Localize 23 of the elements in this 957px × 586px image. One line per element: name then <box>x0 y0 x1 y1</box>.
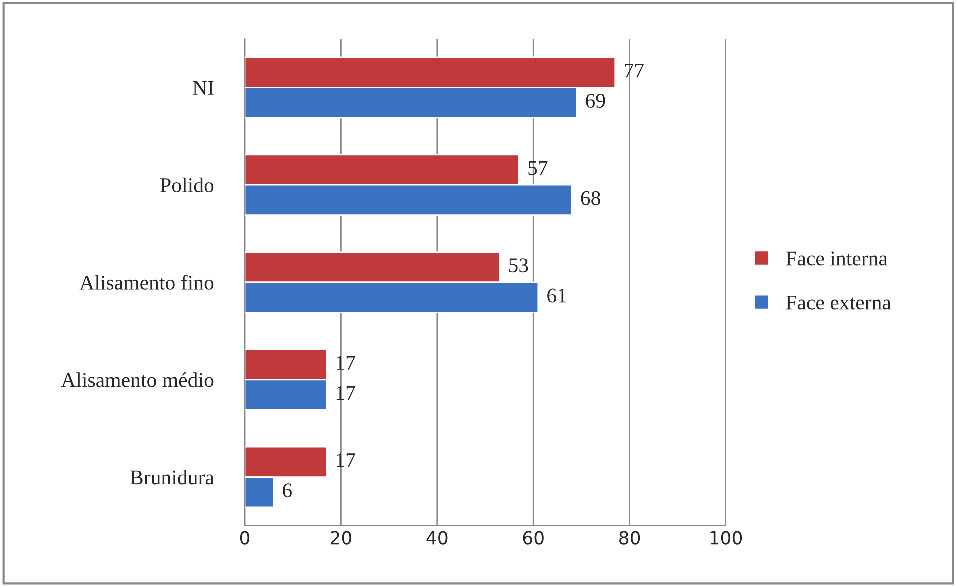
y-tick-label: NI <box>193 81 214 95</box>
x-tick-label: 100 <box>710 531 742 545</box>
x-tick-label: 80 <box>620 531 640 545</box>
x-tick-label: 40 <box>426 531 448 545</box>
data-label: 17 <box>336 356 356 370</box>
data-label: 68 <box>581 191 600 206</box>
x-tick-label: 60 <box>523 531 544 545</box>
y-tick-label: Polido <box>160 178 214 193</box>
data-label: 77 <box>625 64 644 78</box>
y-tick-label: Brunidura <box>130 470 214 485</box>
data-label: 57 <box>528 161 548 176</box>
x-tick-label: 0 <box>240 531 250 545</box>
y-tick-label: Alisamento médio <box>61 372 214 388</box>
legend-label: Face externa <box>786 296 892 310</box>
data-label: 17 <box>336 386 356 400</box>
data-label: 17 <box>336 453 356 468</box>
data-label: 53 <box>509 258 528 273</box>
data-label: 69 <box>586 94 606 108</box>
data-label: 6 <box>283 484 292 498</box>
y-tick-label: Alisamento fino <box>80 275 214 290</box>
legend-label: Face interna <box>786 252 888 266</box>
data-label: 61 <box>548 288 566 303</box>
x-tick-label: 20 <box>331 531 352 545</box>
